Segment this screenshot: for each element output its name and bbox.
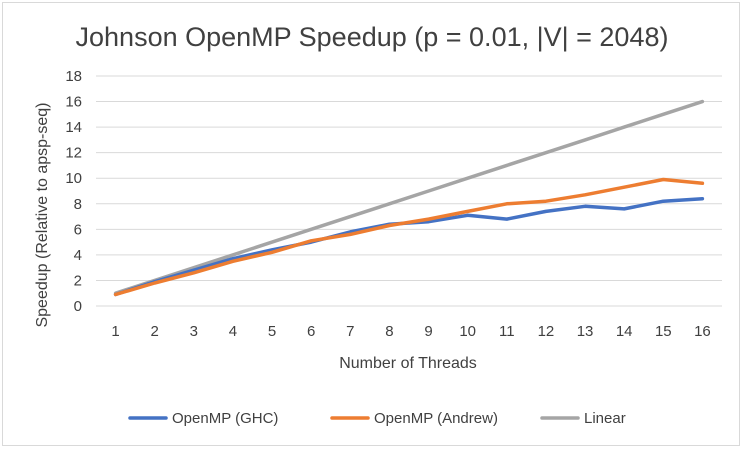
x-axis-ticks: 1 2 3 4 5 6 7 8 9 10 11 12 13 14 15 16 [111, 323, 710, 340]
x-tick-label: 4 [229, 323, 237, 340]
y-tick-label: 16 [65, 94, 82, 111]
y-axis-ticks: 0 2 4 6 8 10 12 14 16 18 [65, 68, 82, 315]
x-tick-label: 9 [424, 323, 432, 340]
y-tick-label: 2 [74, 272, 82, 289]
x-tick-label: 14 [616, 323, 633, 340]
series-line-linear [113, 99, 705, 295]
x-tick-label: 7 [346, 323, 354, 340]
x-tick-label: 11 [499, 323, 515, 340]
y-tick-label: 0 [74, 298, 82, 315]
chart-title: Johnson OpenMP Speedup (p = 0.01, |V| = … [76, 22, 669, 52]
x-axis-title: Number of Threads [339, 355, 477, 372]
y-tick-label: 10 [65, 170, 82, 187]
y-tick-label: 12 [65, 145, 82, 162]
x-tick-label: 13 [577, 323, 594, 340]
y-tick-label: 18 [65, 68, 82, 85]
x-tick-label: 6 [307, 323, 315, 340]
y-tick-label: 4 [74, 247, 82, 264]
x-tick-label: 15 [655, 323, 672, 340]
x-tick-label: 3 [190, 323, 198, 340]
series-line-openmp-andrew [113, 177, 705, 297]
y-tick-label: 8 [74, 196, 82, 213]
y-tick-label: 6 [74, 221, 82, 238]
x-tick-label: 8 [385, 323, 393, 340]
x-tick-label: 2 [151, 323, 159, 340]
legend-label: Linear [584, 410, 626, 427]
y-tick-label: 14 [65, 119, 82, 136]
x-tick-label: 10 [459, 323, 476, 340]
gridlines [96, 75, 722, 307]
y-axis-title: Speedup (Relative to apsp-seq) [34, 102, 51, 327]
legend-label: OpenMP (GHC) [172, 410, 278, 427]
legend-label: OpenMP (Andrew) [374, 410, 498, 427]
series-lines [113, 99, 705, 297]
x-tick-label: 16 [694, 323, 711, 340]
x-tick-label: 5 [268, 323, 276, 340]
x-tick-label: 1 [111, 323, 119, 340]
legend: OpenMP (GHC) OpenMP (Andrew) Linear [128, 410, 626, 427]
x-tick-label: 12 [538, 323, 555, 340]
